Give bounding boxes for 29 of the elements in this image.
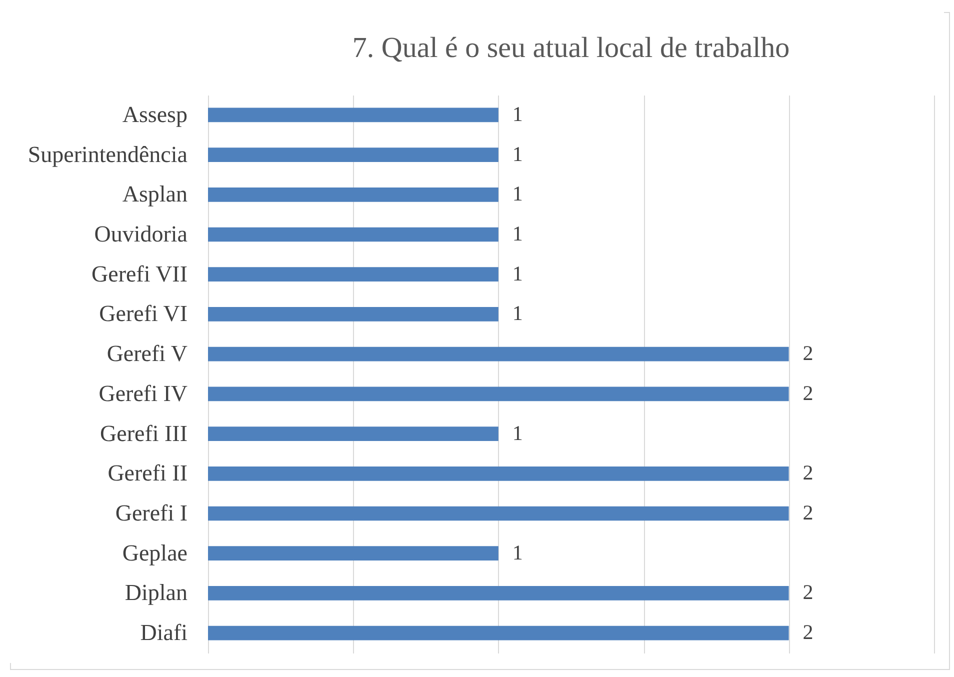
y-tick-label: Assesp bbox=[122, 102, 188, 127]
y-tick-label: Ouvidoria bbox=[94, 222, 188, 246]
y-tick-label: Gerefi VI bbox=[99, 301, 188, 326]
y-tick-label: Gerefi II bbox=[108, 460, 188, 486]
y-tick-label: Asplan bbox=[122, 182, 188, 207]
data-label: 1 bbox=[512, 142, 523, 166]
data-label: 1 bbox=[512, 540, 523, 564]
y-tick-label: Gerefi IV bbox=[98, 380, 188, 406]
y-tick-label: Diafi bbox=[140, 620, 188, 646]
y-tick-label: Gerefi VII bbox=[92, 261, 188, 286]
data-label: 1 bbox=[512, 102, 523, 126]
data-label: 2 bbox=[802, 580, 814, 604]
y-tick-label: Geplae bbox=[122, 540, 188, 566]
data-label: 2 bbox=[802, 500, 814, 524]
data-label: 1 bbox=[512, 261, 523, 286]
chart-title: 7. Qual é o seu atual local de trabalho bbox=[352, 32, 790, 64]
data-label: 2 bbox=[802, 460, 814, 485]
y-tick-label: Gerefi III bbox=[100, 420, 188, 446]
y-tick-label: Gerefi I bbox=[115, 500, 188, 526]
data-label: 2 bbox=[802, 380, 814, 405]
data-label: 1 bbox=[512, 182, 523, 206]
y-tick-label: Superintendência bbox=[28, 142, 188, 167]
data-label: 1 bbox=[512, 301, 523, 326]
data-label: 2 bbox=[802, 341, 814, 366]
y-tick-label: Gerefi V bbox=[106, 341, 188, 366]
y-tick-label: Diplan bbox=[124, 580, 188, 606]
data-label: 1 bbox=[512, 222, 523, 246]
data-label: 2 bbox=[802, 620, 814, 644]
data-label: 1 bbox=[512, 420, 523, 445]
